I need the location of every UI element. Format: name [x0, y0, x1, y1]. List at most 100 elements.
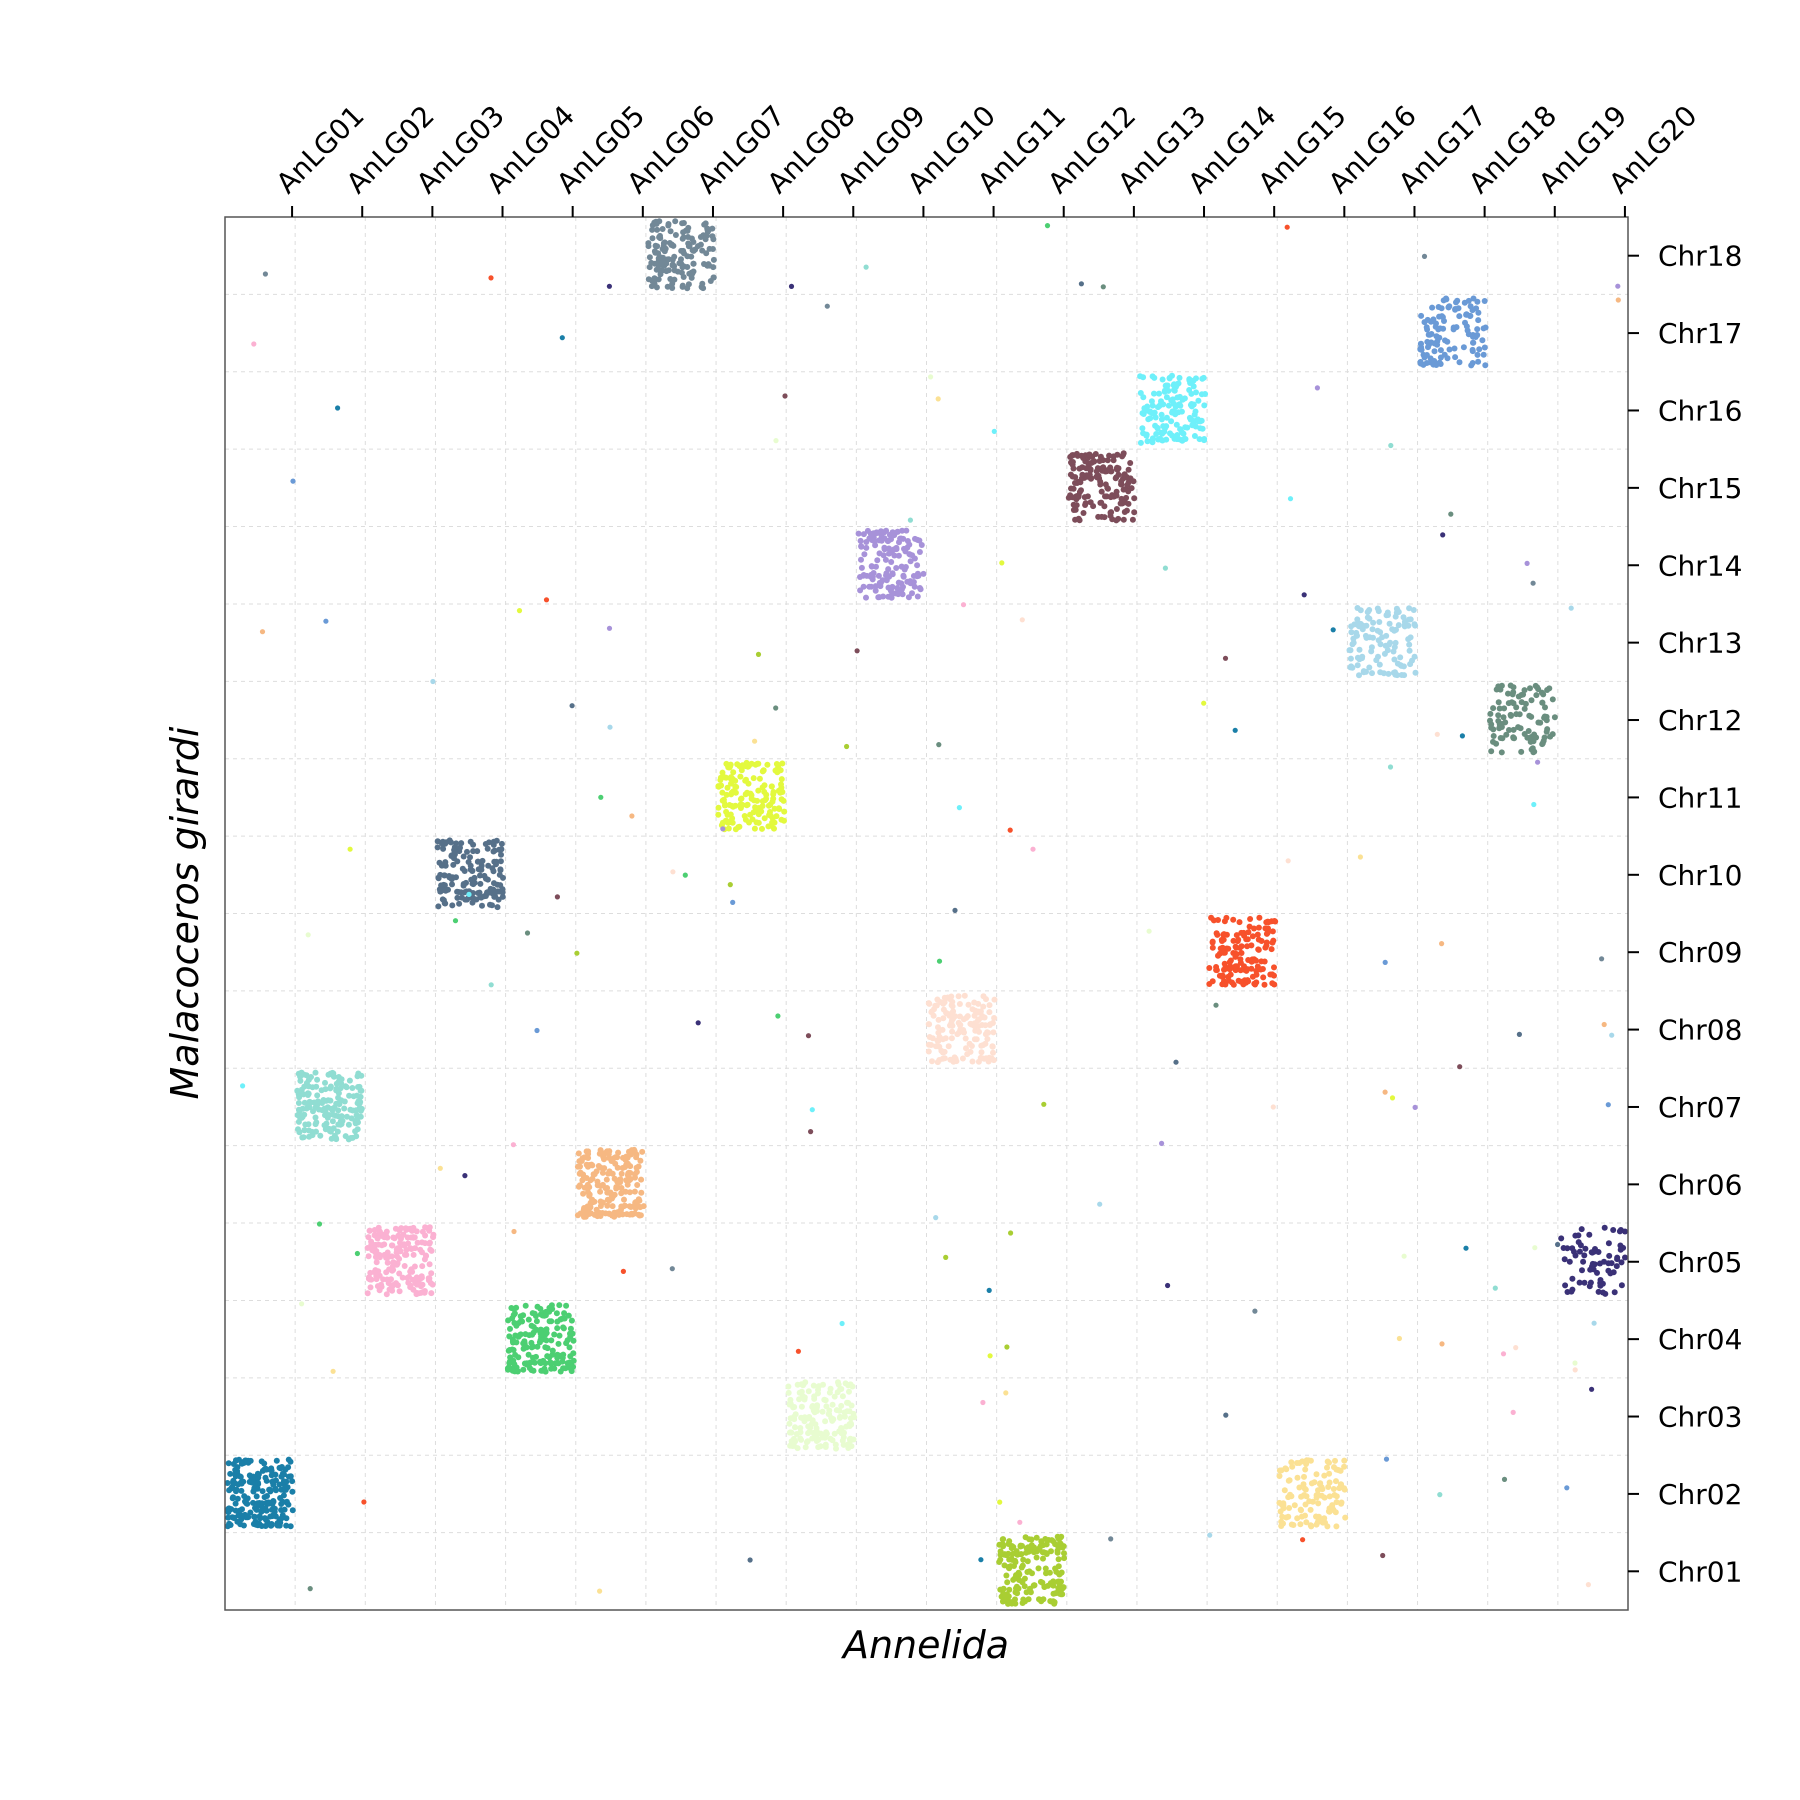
data-point: [1097, 478, 1104, 485]
data-point: [1055, 1570, 1062, 1577]
data-point: [413, 1291, 420, 1298]
data-point: [649, 226, 656, 233]
data-point: [1518, 748, 1525, 755]
data-point: [997, 1551, 1004, 1558]
data-point: [276, 1481, 283, 1488]
data-point: [737, 773, 744, 780]
data-point: [1497, 686, 1504, 693]
data-point: [512, 1351, 519, 1358]
data-point-scattered: [935, 396, 941, 402]
data-point: [770, 795, 777, 802]
data-point-scattered: [936, 958, 943, 964]
data-point: [1498, 749, 1505, 756]
data-point: [1418, 346, 1425, 353]
data-point: [1271, 964, 1277, 971]
data-point: [1030, 1582, 1037, 1589]
data-point: [706, 245, 713, 252]
data-point: [327, 1097, 334, 1104]
data-point: [1120, 486, 1127, 493]
data-point: [709, 233, 716, 240]
data-point-scattered: [597, 1588, 603, 1594]
data-point: [622, 1164, 629, 1170]
data-point: [324, 1114, 331, 1121]
data-point: [1571, 1248, 1577, 1255]
data-point: [1511, 735, 1518, 742]
data-point: [1417, 341, 1424, 347]
data-point-scattered: [290, 478, 296, 484]
data-point: [1046, 1569, 1053, 1576]
data-point: [1490, 726, 1497, 733]
data-point: [505, 1347, 512, 1354]
x-axis-title: Annelida: [840, 1623, 1009, 1667]
data-point: [389, 1242, 396, 1249]
data-point: [234, 1464, 241, 1471]
data-point: [726, 802, 733, 808]
data-point: [835, 1381, 842, 1388]
data-point: [1377, 641, 1384, 648]
data-point: [410, 1251, 417, 1258]
data-point: [1425, 331, 1432, 338]
y-tick-label: Chr15: [1658, 472, 1742, 505]
data-point: [841, 1413, 848, 1420]
data-point: [990, 1057, 997, 1064]
data-point: [1102, 493, 1108, 500]
data-point: [458, 894, 465, 901]
data-point: [1385, 670, 1392, 677]
data-point-scattered: [606, 283, 613, 289]
data-point: [855, 530, 862, 537]
data-point-scattered: [1030, 846, 1036, 852]
data-point: [906, 541, 913, 548]
data-point: [805, 1388, 812, 1395]
data-point: [1091, 458, 1098, 465]
data-point: [1397, 662, 1404, 669]
data-point: [939, 1049, 946, 1056]
data-point-scattered: [1285, 858, 1291, 864]
data-point: [985, 1029, 992, 1036]
data-point: [622, 1188, 629, 1195]
data-point: [1129, 516, 1136, 523]
data-point: [315, 1106, 322, 1113]
data-point: [1391, 656, 1398, 663]
data-point: [1177, 402, 1184, 409]
data-point: [566, 1344, 573, 1351]
data-point: [1191, 411, 1198, 418]
data-point: [935, 1024, 941, 1031]
data-point: [826, 1389, 833, 1396]
data-point: [440, 845, 447, 852]
data-point: [661, 248, 668, 255]
data-point: [1453, 324, 1460, 331]
data-point: [1476, 346, 1483, 353]
data-point: [949, 1022, 956, 1029]
data-point: [533, 1318, 540, 1325]
data-point: [614, 1154, 621, 1161]
data-point: [347, 1135, 354, 1141]
data-point: [457, 844, 463, 851]
data-point: [1398, 672, 1405, 678]
data-point: [613, 1184, 620, 1190]
data-point: [833, 1407, 840, 1414]
data-point: [619, 1211, 626, 1218]
data-point: [1209, 978, 1216, 985]
data-point: [785, 1389, 792, 1396]
data-point: [1407, 661, 1414, 668]
data-point: [965, 1001, 972, 1008]
data-point: [710, 274, 717, 281]
data-point: [905, 594, 912, 601]
data-point: [1158, 416, 1165, 423]
data-point: [719, 789, 726, 796]
data-point: [857, 587, 864, 594]
data-point: [534, 1343, 541, 1350]
data-point: [1201, 402, 1208, 409]
data-point: [963, 1014, 970, 1021]
data-point: [1225, 945, 1232, 952]
data-point: [1495, 699, 1502, 706]
data-point: [262, 1516, 269, 1523]
data-point: [929, 1058, 935, 1065]
data-point: [1092, 451, 1099, 457]
data-point: [609, 1170, 616, 1177]
data-point-scattered: [1100, 284, 1106, 290]
data-point: [672, 218, 679, 225]
data-point: [1042, 1565, 1049, 1572]
data-point: [1539, 741, 1546, 748]
data-point: [1346, 647, 1353, 654]
